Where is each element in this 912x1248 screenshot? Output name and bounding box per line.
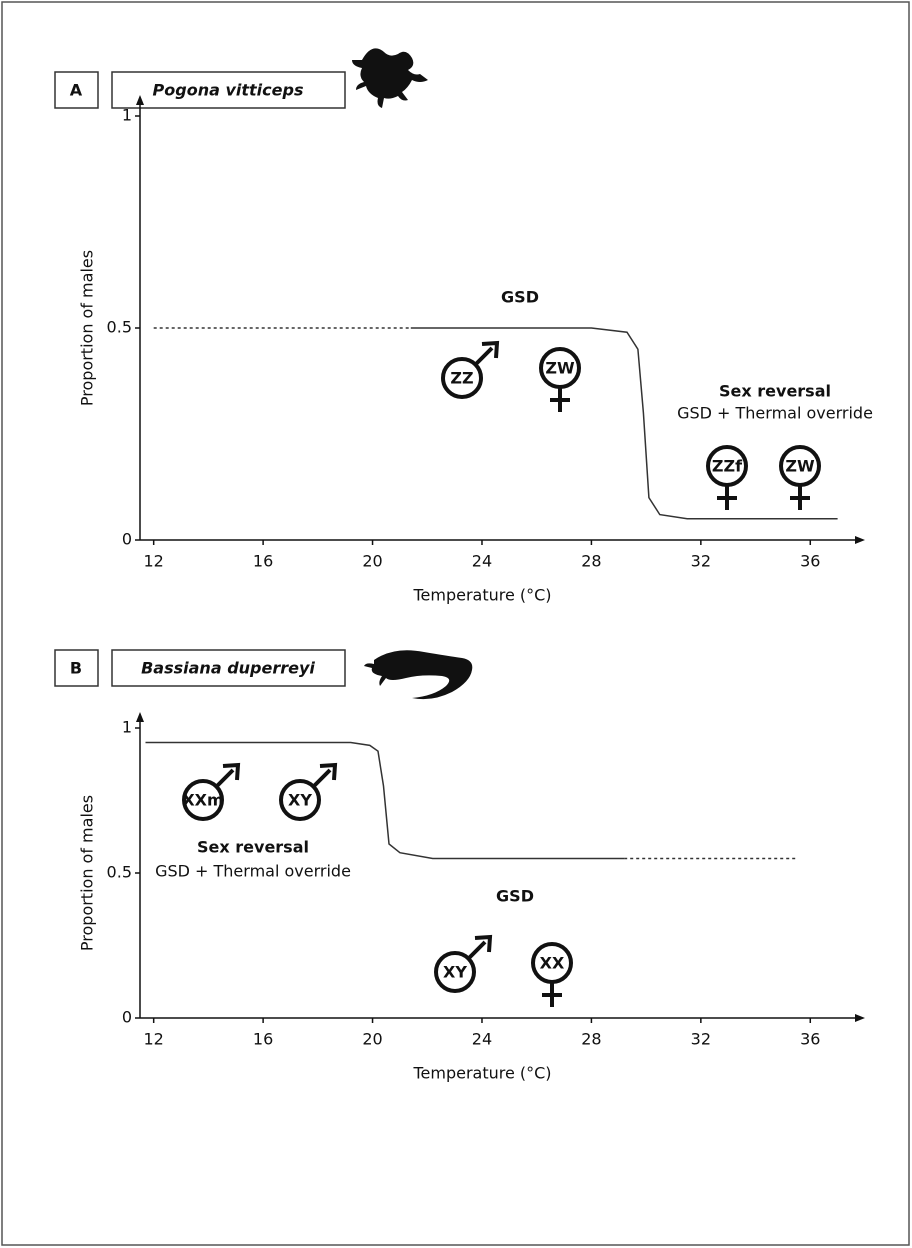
chart-title: Bassiana duperreyi [141, 659, 315, 678]
x-tick-label: 28 [581, 1030, 601, 1049]
x-tick-label: 16 [253, 552, 273, 571]
sex-symbol-label: XY [288, 791, 312, 810]
sex-symbol-ring [279, 779, 321, 821]
x-tick-label: 36 [800, 1030, 820, 1049]
sex-symbol-label: XXm [182, 791, 223, 810]
y-tick-label: 0.5 [107, 318, 132, 337]
y-tick-label: 0 [122, 1008, 132, 1027]
male-arrow [473, 346, 494, 367]
annotation: GSD [501, 288, 539, 307]
skink-icon [364, 650, 473, 700]
male-arrow [466, 940, 487, 961]
y-tick-label: 0 [122, 530, 132, 549]
x-tick-label: 32 [691, 552, 711, 571]
x-tick-label: 20 [362, 1030, 382, 1049]
title-box [111, 71, 346, 109]
curve [410, 327, 838, 520]
x-tick-label: 24 [472, 1030, 492, 1049]
sex-symbol-ring [182, 779, 224, 821]
y-axis-arrow [136, 712, 144, 722]
sex-symbol-label: ZZf [712, 457, 743, 476]
y-axis-label: Proportion of males [78, 250, 97, 406]
sex-symbol-label: ZW [545, 359, 575, 378]
y-tick-label: 1 [122, 106, 132, 125]
annotation: GSD + Thermal override [677, 404, 873, 423]
male-arrowhead [222, 762, 241, 781]
x-tick-label: 12 [143, 1030, 163, 1049]
male-arrowhead [481, 340, 500, 359]
x-axis-arrow [855, 1014, 865, 1022]
annotation: GSD + Thermal override [155, 862, 351, 881]
x-tick-label: 12 [143, 552, 163, 571]
x-axis-arrow [855, 536, 865, 544]
x-tick-label: 28 [581, 552, 601, 571]
male-arrow [311, 768, 332, 789]
y-axis-arrow [136, 95, 144, 105]
sex-symbol-label: XX [540, 954, 565, 973]
x-tick-label: 24 [472, 552, 492, 571]
curve [145, 741, 625, 860]
sex-symbol-label: ZW [785, 457, 815, 476]
male-arrowhead [474, 934, 493, 953]
x-tick-label: 36 [800, 552, 820, 571]
title-box [111, 649, 346, 687]
x-axis-label: Temperature (°C) [412, 1064, 551, 1083]
y-tick-label: 1 [122, 718, 132, 737]
panel-label-box [54, 649, 99, 687]
annotation: Sex reversal [719, 382, 831, 401]
sex-symbol-label: ZZ [450, 369, 473, 388]
sex-symbol-ring [441, 357, 483, 399]
x-tick-label: 20 [362, 552, 382, 571]
bearded-dragon-icon [352, 48, 428, 108]
annotation: Sex reversal [197, 838, 309, 857]
x-tick-label: 32 [691, 1030, 711, 1049]
sex-symbol-label: XY [443, 963, 467, 982]
y-axis-label: Proportion of males [78, 795, 97, 951]
x-tick-label: 16 [253, 1030, 273, 1049]
annotation: GSD [496, 887, 534, 906]
panel-label: A [70, 81, 83, 100]
y-tick-label: 0.5 [107, 863, 132, 882]
male-arrowhead [319, 762, 338, 781]
chart-title: Pogona vitticeps [153, 81, 304, 100]
x-axis-label: Temperature (°C) [412, 586, 551, 605]
male-arrow [214, 768, 235, 789]
panel-label-box [54, 71, 99, 109]
sex-symbol-ring [434, 951, 476, 993]
panel-label: B [70, 659, 82, 678]
